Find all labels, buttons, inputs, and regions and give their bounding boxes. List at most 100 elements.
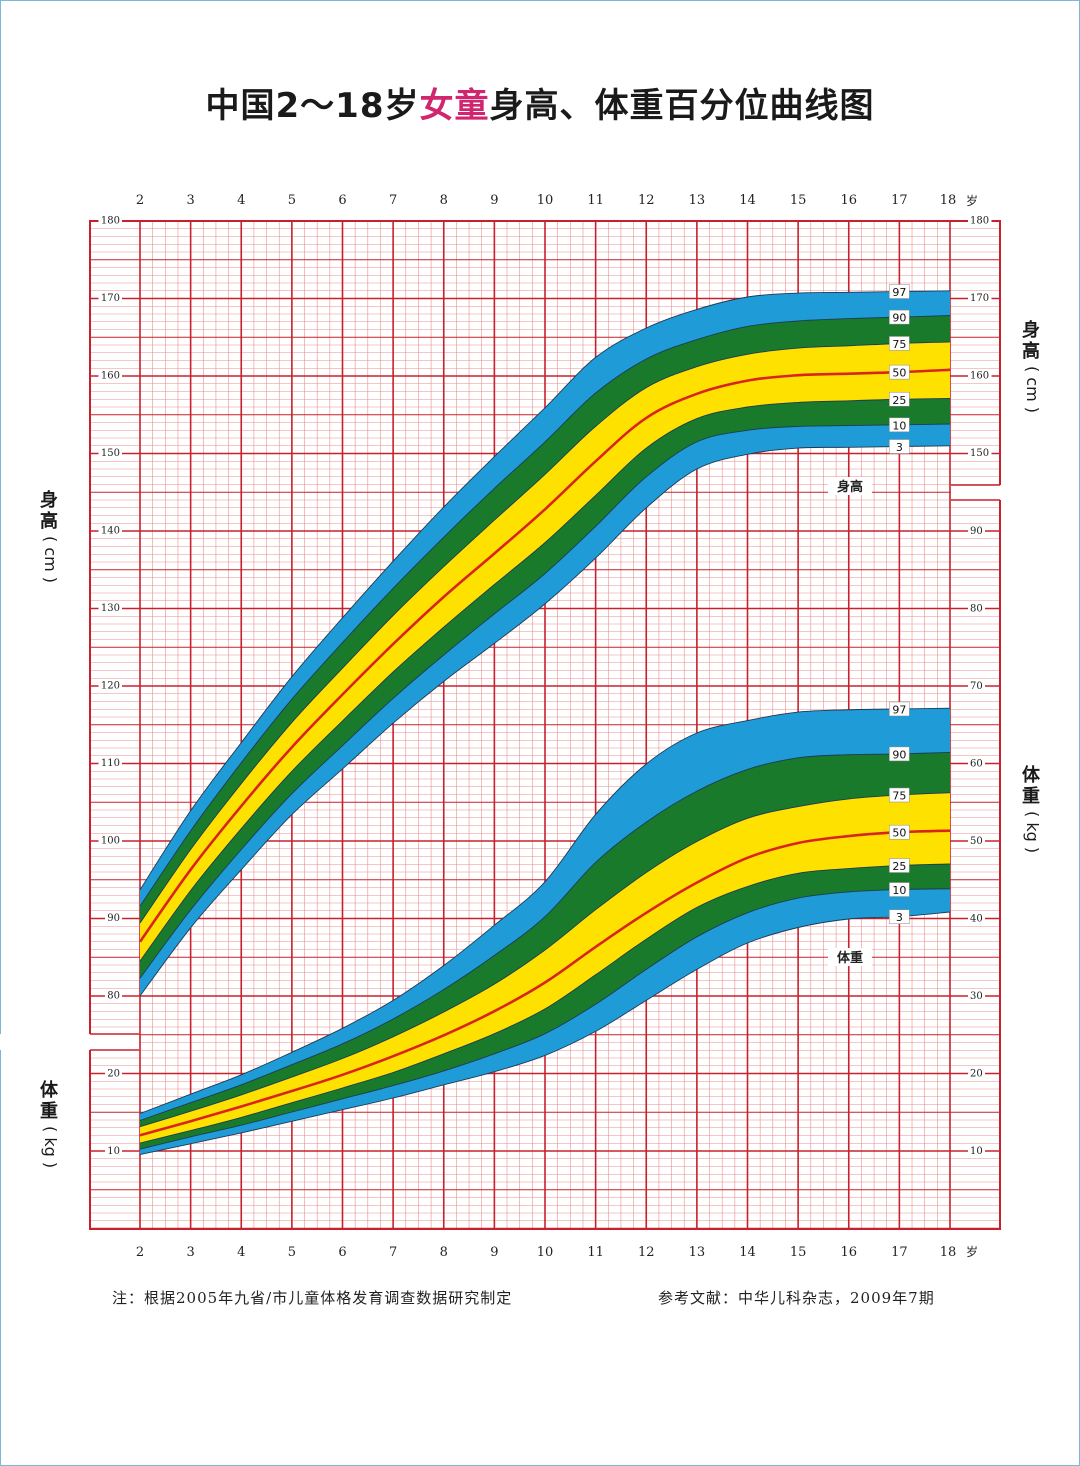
weight-tick-right: 30 [970, 991, 983, 1002]
height-tick-left-bg [98, 446, 122, 458]
age-tick-bottom: 3 [186, 1245, 194, 1260]
weight-band-50-75 [140, 792, 950, 1136]
height-pct-tag-90: 90 [892, 312, 906, 325]
weight-tick-left-bg [105, 1067, 122, 1078]
height-tick-left-bg [98, 291, 122, 303]
age-tick-top: 7 [389, 193, 397, 208]
height-tick-left: 80 [107, 991, 120, 1002]
footnote: 注：根据2005年九省/市儿童体格发育调查数据研究制定 [112, 1289, 513, 1307]
weight-band-90-97 [140, 708, 950, 1121]
weight-tick-right: 10 [970, 1146, 983, 1157]
height-pct-tag-bg [889, 439, 910, 454]
weight-curve-p25 [139, 863, 951, 1144]
weight-tick-right-bg [968, 679, 985, 691]
weight-curve-name: 体重 [837, 950, 863, 966]
height-tick-right: 150 [970, 448, 989, 459]
weight-tick-right-bg [968, 912, 985, 923]
weight-name-bg [828, 948, 872, 966]
left-weight-char2: 重 [40, 1101, 58, 1122]
age-tick-bottom: 16 [840, 1245, 857, 1260]
height-tick-left: 140 [101, 526, 120, 537]
height-curve-p25 [139, 398, 951, 962]
height-curve-p75 [139, 341, 951, 924]
age-tick-top: 2 [136, 193, 144, 208]
height-tick-right-bg [968, 291, 992, 303]
weight-pct-tag-50: 50 [892, 827, 906, 840]
right-scale-gap [951, 485, 1001, 500]
weight-tick-left: 20 [107, 1069, 120, 1080]
age-tick-bottom: 8 [440, 1245, 448, 1260]
height-tick-left: 90 [107, 913, 120, 924]
weight-curve-p10 [139, 888, 951, 1150]
height-curve-p50 [138, 368, 951, 943]
title-part1: 中国2～18岁 [205, 86, 420, 126]
height-curve-name: 身高 [837, 479, 863, 495]
age-tick-top: 15 [790, 193, 807, 208]
age-tick-top: 3 [186, 193, 194, 208]
height-tick-right: 160 [970, 371, 989, 382]
weight-tick-right-bg [968, 602, 985, 613]
weight-pct-tag-bg [889, 882, 910, 897]
age-tick-top: 6 [338, 193, 346, 208]
height-tick-left: 160 [101, 371, 120, 382]
height-tick-left-bg [98, 756, 122, 768]
height-band-90-97 [140, 290, 950, 907]
weight-tick-right-bg [968, 524, 985, 536]
age-tick-bottom: 14 [739, 1245, 756, 1260]
weight-curve-p3 [139, 911, 951, 1156]
weight-tick-right: 20 [970, 1069, 983, 1080]
weight-pct-tag-bg [889, 824, 910, 840]
left-weight-label: 体 重 [38, 1080, 60, 1122]
height-tick-left: 100 [101, 836, 120, 847]
height-pct-tag-3: 3 [896, 441, 903, 454]
height-tick-left-bg [98, 369, 122, 380]
weight-curve-p97 [139, 707, 951, 1114]
age-tick-top: 4 [237, 193, 245, 208]
age-tick-top: 8 [440, 193, 448, 208]
weight-tick-right: 40 [970, 914, 983, 925]
height-tick-left-bg [98, 679, 122, 690]
weight-pct-tag-3: 3 [896, 911, 903, 924]
age-tick-bottom: 15 [790, 1245, 807, 1260]
height-tick-right: 180 [970, 216, 989, 227]
height-curves: 3 10 25 50 75 90 97 [138, 284, 951, 997]
age-tick-bottom: 13 [689, 1245, 706, 1260]
age-tick-top: 11 [587, 193, 604, 208]
height-pct-tag-10: 10 [892, 419, 906, 432]
weight-tick-right: 60 [970, 759, 983, 770]
weight-pct-tag-bg [889, 746, 910, 762]
right-height-unit: ( cm ) [1023, 366, 1042, 414]
weight-pct-tag-bg [889, 858, 910, 873]
height-curve-p90 [139, 315, 951, 907]
left-weight-char1: 体 [40, 1080, 58, 1101]
weight-pct-tag-10: 10 [892, 884, 906, 897]
left-height-char2: 高 [40, 511, 58, 532]
right-height-label: 身 高 [1020, 320, 1042, 362]
left-height-char1: 身 [40, 490, 58, 511]
age-tick-bottom: 7 [389, 1245, 397, 1260]
age-unit-bottom: 岁 [966, 1244, 978, 1259]
age-tick-bottom: 5 [288, 1245, 296, 1260]
height-tick-left-bg [105, 911, 122, 923]
value-ticks: 80 90 100 110 120 130 140 150 150 160 160 170 170 180… [98, 214, 992, 1157]
weight-pct-tag-75: 75 [892, 790, 906, 803]
height-tick-right-bg [968, 369, 992, 380]
weight-tick-right-bg [968, 989, 985, 1001]
right-weight-label: 体 重 [1020, 765, 1042, 807]
height-tick-left: 120 [101, 681, 120, 692]
age-axis: 2 2 3 3 4 4 5 5 6 6 7 7 8 8 9 9 10 10 11 11 12 12 13 13 14 14 15 15… [136, 193, 978, 1260]
weight-tick-right-bg [968, 757, 985, 768]
height-pct-tag-bg [889, 417, 910, 433]
weight-curve-p90 [139, 751, 951, 1121]
weight-tick-right-bg [968, 834, 985, 846]
right-height-char1: 身 [1022, 320, 1040, 341]
height-curve-p97 [139, 290, 951, 891]
age-tick-top: 13 [689, 193, 706, 208]
height-pct-tag-bg [889, 336, 910, 351]
weight-pct-tag-90: 90 [892, 748, 906, 761]
height-pct-tag-bg [889, 284, 910, 299]
age-tick-bottom: 17 [891, 1245, 908, 1260]
height-pct-tag-50: 50 [892, 367, 906, 380]
